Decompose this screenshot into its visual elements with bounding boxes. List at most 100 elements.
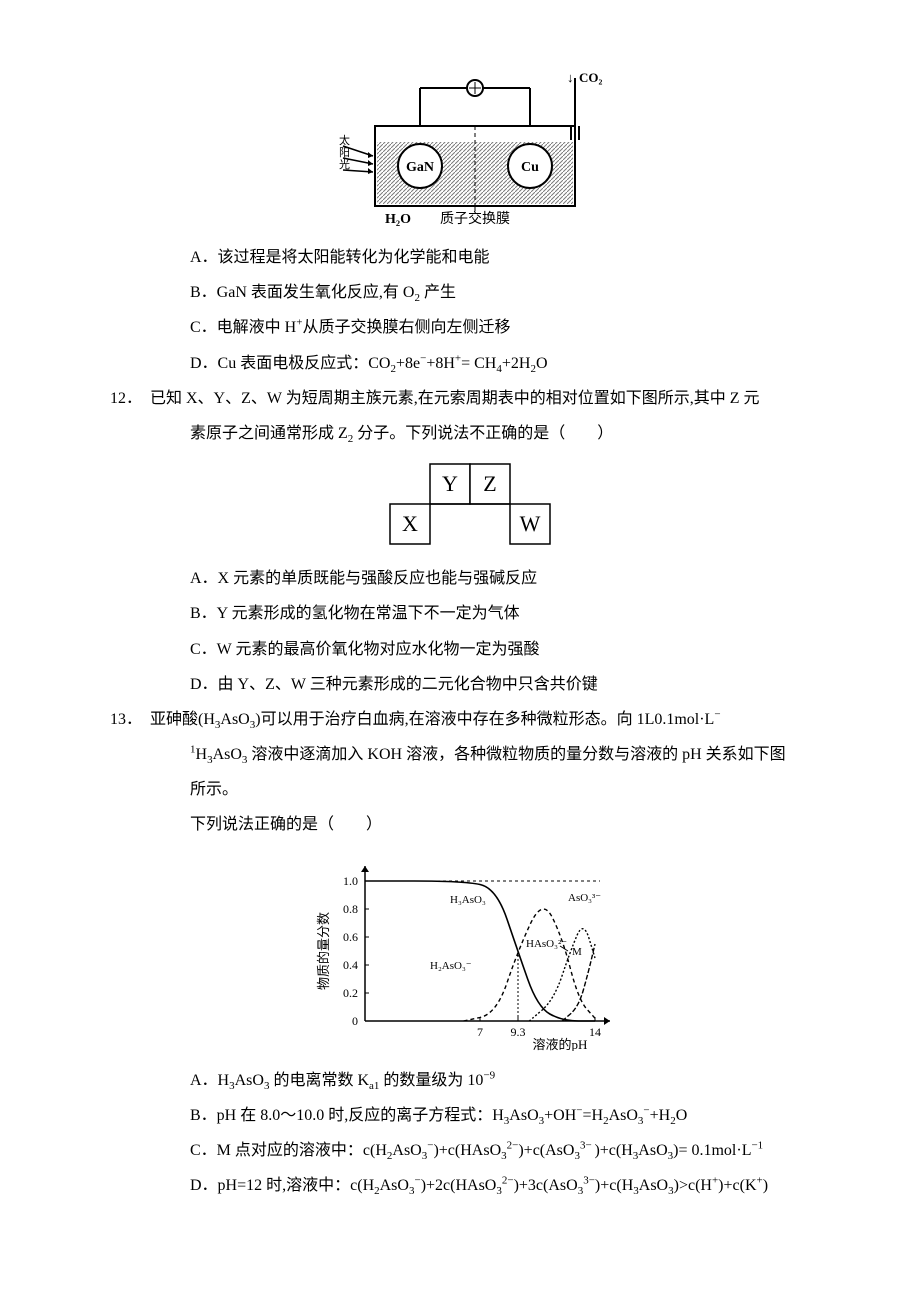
- svg-text:0.2: 0.2: [343, 986, 358, 1000]
- t: 分子。下列说法不正确的是（ ）: [353, 425, 613, 442]
- s: a1: [369, 1080, 379, 1092]
- q13-stem-line1: 13．亚砷酸(H3AsO3)可以用于治疗白血病,在溶液中存在多种微粒形态。向 1…: [190, 702, 790, 737]
- t: )+c(HAsO: [433, 1142, 501, 1159]
- cell-z: Z: [483, 471, 496, 496]
- t: +H: [650, 1107, 671, 1124]
- q12-periodic-table-fragment: Y Z X W: [150, 459, 790, 549]
- q12-option-d: D．由 Y、Z、W 三种元素形成的二元化合物中只含共价键: [150, 667, 790, 702]
- q13-option-a: A．H3AsO3 的电离常数 Ka1 的数量级为 10−9: [150, 1063, 790, 1098]
- s: 2−: [507, 1140, 519, 1152]
- t: AsO: [235, 1072, 264, 1089]
- t: )+2c(HAsO: [421, 1177, 497, 1194]
- svg-text:14: 14: [589, 1025, 601, 1039]
- t: O: [536, 355, 548, 372]
- svg-text:1.0: 1.0: [343, 874, 358, 888]
- t: 的数量级为 10: [379, 1072, 483, 1089]
- s: −1: [751, 1140, 763, 1152]
- s: 3−: [583, 1175, 595, 1187]
- cell-y: Y: [442, 471, 458, 496]
- svg-text:9.3: 9.3: [511, 1025, 526, 1039]
- t: AsO: [380, 1177, 409, 1194]
- svg-text:0.4: 0.4: [343, 958, 358, 972]
- s: 3−: [580, 1140, 594, 1152]
- t: 的电离常数 K: [269, 1072, 369, 1089]
- q13-stem-line3: 下列说法正确的是（ ）: [150, 807, 790, 842]
- t: +8e: [396, 355, 420, 372]
- t: )+c(AsO: [518, 1142, 574, 1159]
- cell-x: X: [402, 511, 418, 536]
- t: 已知 X、Y、Z、W 为短周期主族元素,在元索周期表中的相对位置如下图所示,其中…: [150, 390, 759, 407]
- t: 素原子之间通常形成 Z: [190, 425, 348, 442]
- text: 产生: [420, 284, 456, 301]
- t: )+c(K: [718, 1177, 756, 1194]
- text: C．电解液中 H: [190, 319, 296, 336]
- t: )+c(H: [594, 1142, 632, 1159]
- t: +OH: [544, 1107, 576, 1124]
- t: )>c(H: [674, 1177, 712, 1194]
- co2-label: CO₂: [579, 70, 603, 85]
- svg-text:0: 0: [352, 1014, 358, 1028]
- t: ): [763, 1177, 768, 1194]
- t: =H: [583, 1107, 604, 1124]
- q13-option-b: B．pH 在 8.0～10.0 时,反应的离子方程式：H3AsO3+OH−=H2…: [150, 1098, 790, 1133]
- q13-stem-line2: 1H3AsO3 溶液中逐滴加入 KOH 溶液，各种微粒物质的量分数与溶液的 pH…: [150, 737, 790, 807]
- t: 溶液中逐滴加入 KOH 溶液，各种微粒物质的量分数与溶液的 pH 关系如下图所示…: [190, 746, 786, 798]
- s: 3: [501, 1150, 507, 1162]
- t: A．H: [190, 1072, 229, 1089]
- label-h3aso3: H₃AsO₃: [450, 894, 486, 906]
- text: 从质子交换膜右侧向左侧迁移: [302, 319, 510, 336]
- t: D．Cu 表面电极反应式：CO: [190, 355, 390, 372]
- cu-label: Cu: [521, 160, 539, 175]
- xlabel: 溶液的pH: [533, 1037, 588, 1051]
- svg-text:0.8: 0.8: [343, 902, 358, 916]
- label-m: M: [572, 946, 582, 958]
- t: +2H: [502, 355, 531, 372]
- q11-option-d: D．Cu 表面电极反应式：CO2+8e−+8H+= CH4+2H2O: [150, 346, 790, 381]
- t: )+c(H: [595, 1177, 633, 1194]
- t: AsO: [213, 746, 242, 763]
- q12-option-a: A．X 元素的单质既能与强酸反应也能与强碱反应: [150, 561, 790, 596]
- electrolysis-diagram: GaN Cu ↓ CO₂: [335, 68, 605, 228]
- gan-label: GaN: [406, 160, 434, 175]
- text: B．GaN 表面发生氧化反应,有 O: [190, 284, 414, 301]
- q12-stem: 12．已知 X、Y、Z、W 为短周期主族元素,在元索周期表中的相对位置如下图所示…: [190, 381, 790, 416]
- exam-page: GaN Cu ↓ CO₂: [0, 0, 920, 1263]
- co2-arrow: ↓: [567, 70, 574, 85]
- s: 3: [409, 1185, 415, 1197]
- t: AsO: [220, 711, 249, 728]
- q11-option-c: C．电解液中 H+从质子交换膜右侧向左侧迁移: [150, 310, 790, 345]
- s: −: [714, 709, 720, 721]
- q12-option-c: C．W 元素的最高价氧化物对应水化物一定为强酸: [150, 632, 790, 667]
- sun-label-2: 阳: [339, 146, 350, 159]
- membrane-label: 质子交换膜: [440, 210, 510, 227]
- q12-stem-line2: 素原子之间通常形成 Z2 分子。下列说法不正确的是（ ）: [150, 416, 790, 451]
- t: +8H: [426, 355, 455, 372]
- t: H: [196, 746, 208, 763]
- ylabel: 物质的量分数: [316, 912, 331, 990]
- t: )= 0.1mol·L: [673, 1142, 751, 1159]
- q11-figure: GaN Cu ↓ CO₂: [150, 68, 790, 228]
- q12-option-b: B．Y 元素形成的氢化物在常温下不一定为气体: [150, 596, 790, 631]
- svg-text:0.6: 0.6: [343, 930, 358, 944]
- t: O: [676, 1107, 688, 1124]
- h2o-label: H₂O: [385, 212, 411, 227]
- t: = CH: [461, 355, 496, 372]
- t: )+3c(AsO: [514, 1177, 578, 1194]
- q11-option-a: A．该过程是将太阳能转化为化学能和电能: [150, 240, 790, 275]
- label-haso3: HAsO₃²⁻: [526, 938, 567, 950]
- t: AsO: [639, 1177, 668, 1194]
- q11-option-b: B．GaN 表面发生氧化反应,有 O2 产生: [150, 275, 790, 310]
- svg-text:7: 7: [477, 1025, 483, 1039]
- t: D．pH=12 时,溶液中：c(H: [190, 1177, 374, 1194]
- label-aso3: AsO₃³⁻: [568, 892, 601, 904]
- q13-chart: 0 0.2 0.4 0.6 0.8 1.0 7 9.3 14: [150, 851, 790, 1051]
- s: 3: [638, 1115, 644, 1127]
- s: −9: [483, 1069, 495, 1081]
- t: AsO: [609, 1107, 638, 1124]
- q13-option-c: C．M 点对应的溶液中：c(H2AsO3−)+c(HAsO32−)+c(AsO3…: [150, 1133, 790, 1168]
- sun-label-3: 光: [339, 157, 350, 171]
- sun-label-1: 太: [339, 134, 350, 147]
- s: 3: [496, 1185, 502, 1197]
- t: C．M 点对应的溶液中：c(H: [190, 1142, 387, 1159]
- cell-w: W: [520, 511, 541, 536]
